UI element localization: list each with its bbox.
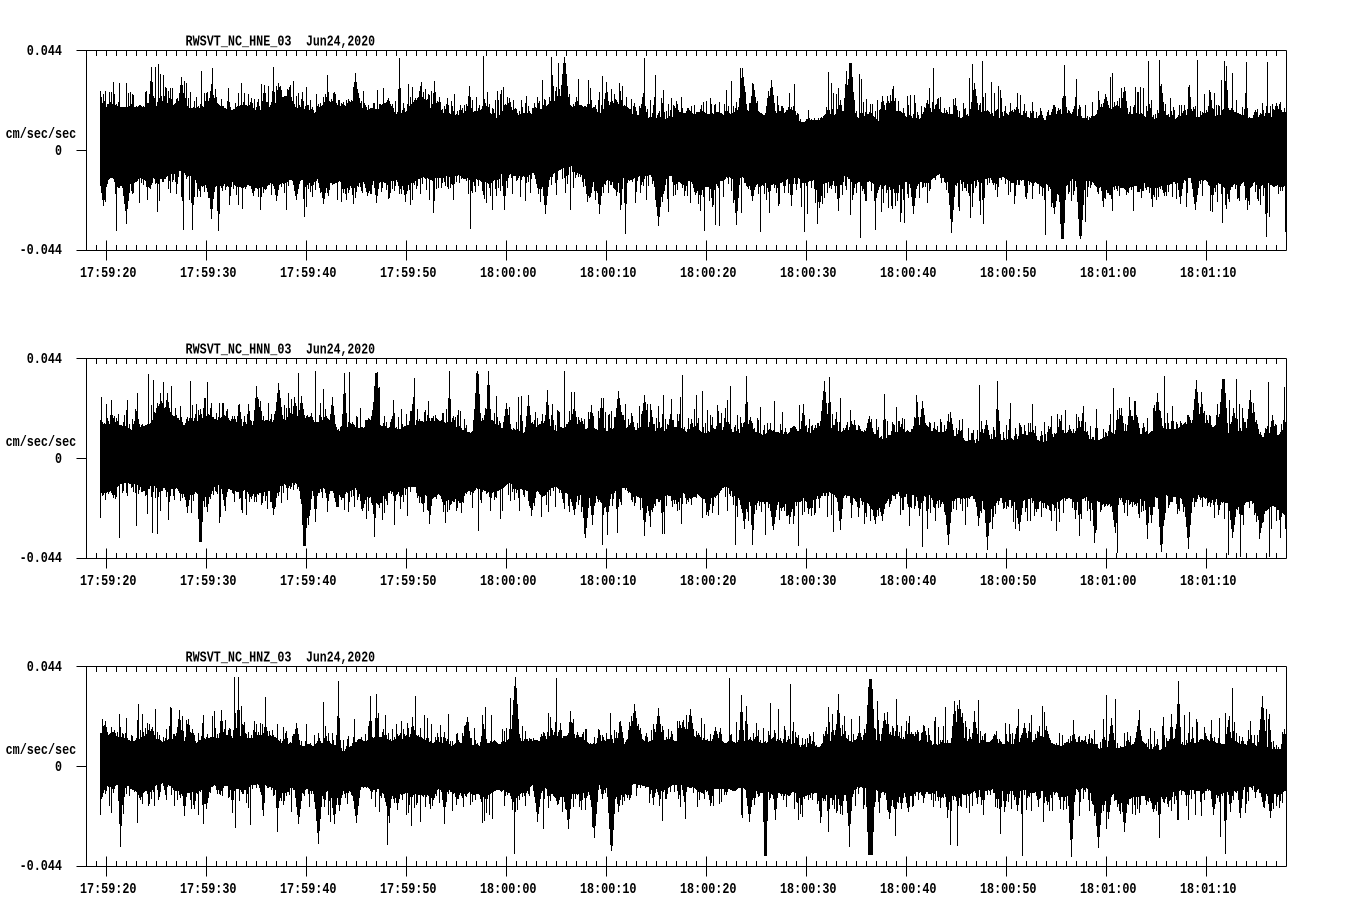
svg-text:18:00:00: 18:00:00 bbox=[480, 882, 537, 898]
svg-text:cm/sec/sec: cm/sec/sec bbox=[6, 743, 77, 759]
svg-text:18:00:00: 18:00:00 bbox=[480, 266, 537, 282]
svg-text:0: 0 bbox=[55, 452, 62, 468]
svg-text:18:00:20: 18:00:20 bbox=[680, 574, 737, 590]
svg-text:0.044: 0.044 bbox=[27, 44, 63, 60]
svg-text:18:00:40: 18:00:40 bbox=[880, 574, 937, 590]
svg-text:18:00:00: 18:00:00 bbox=[480, 574, 537, 590]
svg-text:18:00:20: 18:00:20 bbox=[680, 266, 737, 282]
svg-text:18:00:50: 18:00:50 bbox=[980, 574, 1037, 590]
svg-text:18:00:30: 18:00:30 bbox=[780, 882, 837, 898]
svg-text:18:01:10: 18:01:10 bbox=[1180, 882, 1237, 898]
svg-text:18:01:10: 18:01:10 bbox=[1180, 266, 1237, 282]
svg-text:18:01:00: 18:01:00 bbox=[1080, 266, 1137, 282]
svg-text:0.044: 0.044 bbox=[27, 660, 63, 676]
svg-text:17:59:20: 17:59:20 bbox=[80, 574, 137, 590]
svg-text:18:01:00: 18:01:00 bbox=[1080, 882, 1137, 898]
svg-text:18:00:40: 18:00:40 bbox=[880, 266, 937, 282]
svg-text:18:00:20: 18:00:20 bbox=[680, 882, 737, 898]
svg-text:17:59:40: 17:59:40 bbox=[280, 266, 337, 282]
svg-text:17:59:30: 17:59:30 bbox=[180, 882, 237, 898]
svg-text:18:00:50: 18:00:50 bbox=[980, 882, 1037, 898]
svg-text:Jun24,2020: Jun24,2020 bbox=[306, 650, 375, 667]
svg-text:Jun24,2020: Jun24,2020 bbox=[306, 342, 375, 359]
svg-text:-0.044: -0.044 bbox=[20, 243, 63, 259]
svg-text:18:00:30: 18:00:30 bbox=[780, 266, 837, 282]
svg-text:RWSVT_NC_HNE_03: RWSVT_NC_HNE_03 bbox=[186, 34, 292, 51]
svg-text:17:59:30: 17:59:30 bbox=[180, 266, 237, 282]
svg-text:cm/sec/sec: cm/sec/sec bbox=[6, 127, 77, 143]
svg-text:-0.044: -0.044 bbox=[20, 551, 63, 567]
svg-text:RWSVT_NC_HNN_03: RWSVT_NC_HNN_03 bbox=[186, 342, 292, 359]
svg-text:18:01:00: 18:01:00 bbox=[1080, 574, 1137, 590]
svg-text:0: 0 bbox=[55, 760, 62, 776]
svg-text:0.044: 0.044 bbox=[27, 352, 63, 368]
svg-text:-0.044: -0.044 bbox=[20, 859, 63, 875]
svg-text:18:00:10: 18:00:10 bbox=[580, 882, 637, 898]
svg-text:17:59:50: 17:59:50 bbox=[380, 574, 437, 590]
svg-text:17:59:20: 17:59:20 bbox=[80, 882, 137, 898]
svg-text:17:59:50: 17:59:50 bbox=[380, 882, 437, 898]
svg-text:17:59:20: 17:59:20 bbox=[80, 266, 137, 282]
svg-text:18:00:10: 18:00:10 bbox=[580, 266, 637, 282]
svg-text:18:00:40: 18:00:40 bbox=[880, 882, 937, 898]
svg-text:18:00:50: 18:00:50 bbox=[980, 266, 1037, 282]
svg-text:Jun24,2020: Jun24,2020 bbox=[306, 34, 375, 51]
svg-text:18:00:10: 18:00:10 bbox=[580, 574, 637, 590]
svg-text:17:59:40: 17:59:40 bbox=[280, 574, 337, 590]
svg-text:17:59:30: 17:59:30 bbox=[180, 574, 237, 590]
svg-text:18:00:30: 18:00:30 bbox=[780, 574, 837, 590]
svg-text:17:59:50: 17:59:50 bbox=[380, 266, 437, 282]
svg-text:18:01:10: 18:01:10 bbox=[1180, 574, 1237, 590]
svg-text:RWSVT_NC_HNZ_03: RWSVT_NC_HNZ_03 bbox=[186, 650, 292, 667]
svg-text:0: 0 bbox=[55, 144, 62, 160]
svg-text:17:59:40: 17:59:40 bbox=[280, 882, 337, 898]
svg-text:cm/sec/sec: cm/sec/sec bbox=[6, 435, 77, 451]
